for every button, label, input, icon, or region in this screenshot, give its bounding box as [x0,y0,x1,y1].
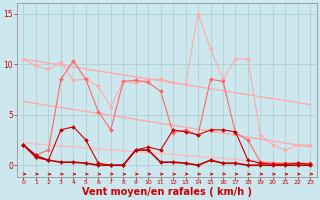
X-axis label: Vent moyen/en rafales ( km/h ): Vent moyen/en rafales ( km/h ) [82,187,252,197]
